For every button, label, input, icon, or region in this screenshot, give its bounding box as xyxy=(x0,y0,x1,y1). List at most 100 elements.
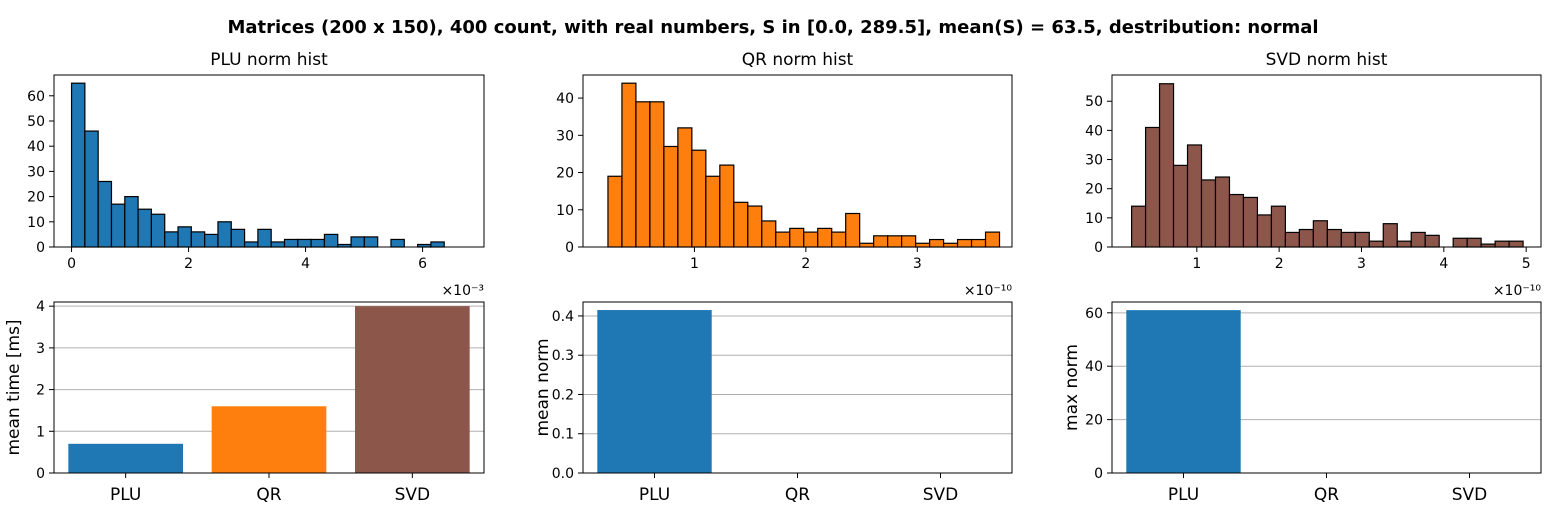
histogram-bar xyxy=(84,130,99,248)
histogram-bar xyxy=(297,238,312,248)
subplot-6: PLU QR SVD max norm 0 20 40 60 xyxy=(1062,301,1542,505)
axes-frame xyxy=(53,74,485,248)
histogram-bar xyxy=(775,231,791,248)
histogram-bar xyxy=(789,227,805,248)
histogram-bar xyxy=(747,205,763,248)
histogram-bar xyxy=(970,238,987,248)
histogram-bar xyxy=(1284,231,1300,248)
x-tick-label: 1 xyxy=(690,256,699,272)
bar-plu xyxy=(68,443,183,473)
histogram-bar xyxy=(873,235,889,248)
y-tick-label: 10 xyxy=(556,203,574,219)
subplot-5: PLU QR SVD mean norm 0.0 0.1 0.2 0.3 0.4 xyxy=(533,301,1013,505)
y-tick-label: 0.4 xyxy=(552,309,574,325)
histogram-bar xyxy=(164,231,179,248)
y-tick-label: 40 xyxy=(27,139,45,155)
histogram-bar xyxy=(1354,231,1370,248)
bar-qr xyxy=(211,406,327,473)
histogram-bar xyxy=(390,238,405,248)
x-tick-label: 1 xyxy=(1192,256,1201,272)
category-label: PLU xyxy=(1168,485,1199,505)
y-tick-label: 10 xyxy=(1085,211,1103,227)
category-label: QR xyxy=(1314,485,1339,505)
y-axis-label: mean norm xyxy=(533,338,553,436)
histogram-bar xyxy=(217,221,232,248)
histogram-bar xyxy=(928,238,945,248)
histogram-bar xyxy=(901,235,917,248)
histogram-bar xyxy=(1256,214,1273,248)
histogram-bar xyxy=(984,231,1001,248)
histogram-bar xyxy=(719,164,735,248)
histogram-bar xyxy=(1326,228,1342,248)
histogram-bar xyxy=(817,227,833,248)
y-tick-label: 30 xyxy=(27,164,45,180)
subplot-1: 0 2 4 6 PLU norm hist ×10⁻³ 0 10 20 30 40 50 60 xyxy=(27,50,485,299)
histogram-bar xyxy=(691,149,707,248)
x-tick-label: 4 xyxy=(301,256,310,272)
y-axis-label: mean time [ms] xyxy=(4,319,24,455)
y-tick-label: 10 xyxy=(27,215,45,231)
category-label: PLU xyxy=(110,485,141,505)
histogram-bar xyxy=(1186,144,1203,248)
histogram-bar xyxy=(1298,228,1314,248)
histogram-bar xyxy=(1396,240,1412,248)
histogram-bar xyxy=(1130,205,1147,248)
histogram-bar xyxy=(705,175,721,248)
histogram-bar xyxy=(150,213,166,248)
histogram-bar xyxy=(635,101,651,248)
category-label: QR xyxy=(256,485,281,505)
x-tick-label: 0 xyxy=(67,256,76,272)
histogram-bar xyxy=(1144,126,1161,248)
histogram-bar xyxy=(1508,240,1524,248)
axes-frame xyxy=(1111,74,1542,248)
y-tick-label: 50 xyxy=(1085,94,1103,110)
histogram-bar xyxy=(1158,83,1175,248)
subplot-3: 1 2 3 4 5 SVD norm hist ×10⁻¹⁰ 0 10 20 30 40 50 xyxy=(1085,50,1542,299)
y-tick-label: 1 xyxy=(36,424,45,440)
histogram-bar xyxy=(1312,220,1328,248)
category-label: SVD xyxy=(1452,485,1488,505)
histogram-bar xyxy=(310,238,326,248)
histogram-bar xyxy=(761,220,777,248)
y-tick-label: 4 xyxy=(36,299,45,315)
y-tick-label: 60 xyxy=(1085,306,1103,322)
axes-frame xyxy=(582,74,1013,248)
histogram-bar xyxy=(1228,193,1245,248)
x-tick-label: 2 xyxy=(1275,256,1284,272)
histogram-bar xyxy=(956,238,973,248)
subplot-title: PLU norm hist xyxy=(210,50,328,70)
histogram-bar xyxy=(621,82,637,248)
subplot-2: 1 2 3 QR norm hist ×10⁻¹⁰ 0 10 20 30 40 xyxy=(556,50,1013,299)
bar-svd xyxy=(355,306,470,473)
y-tick-label: 40 xyxy=(1085,359,1103,375)
histogram-bar xyxy=(733,201,749,248)
histogram-bar xyxy=(607,175,623,248)
histogram-bar xyxy=(1466,237,1482,248)
histogram-bar xyxy=(270,241,286,248)
category-label: SVD xyxy=(395,485,431,505)
histogram-bar xyxy=(1340,231,1356,248)
y-tick-label: 0 xyxy=(1094,240,1103,256)
histogram-bar xyxy=(283,238,299,248)
y-tick-label: 20 xyxy=(27,190,45,206)
histogram-bar xyxy=(649,101,665,248)
x-tick-label: 2 xyxy=(184,256,193,272)
y-axis-label: max norm xyxy=(1062,344,1082,431)
histogram-bar xyxy=(803,231,819,248)
x-tick-label: 4 xyxy=(1439,256,1448,272)
x-tick-label: 5 xyxy=(1522,256,1531,272)
x-tick-label: 2 xyxy=(801,256,810,272)
histogram-bar xyxy=(1200,179,1217,248)
histogram-bar xyxy=(1424,234,1440,248)
y-tick-label: 20 xyxy=(556,166,574,182)
histogram-bar xyxy=(1382,223,1398,248)
histogram-bar xyxy=(1242,196,1259,248)
x-tick-label: 3 xyxy=(913,256,922,272)
histogram-bar xyxy=(1410,231,1426,248)
histogram-bar xyxy=(110,203,126,248)
histogram-bar xyxy=(190,231,206,248)
histogram-bar xyxy=(323,233,339,248)
x-offset-label: ×10⁻³ xyxy=(441,283,484,299)
histogram-bar xyxy=(230,228,246,248)
histogram-bar xyxy=(430,241,445,248)
